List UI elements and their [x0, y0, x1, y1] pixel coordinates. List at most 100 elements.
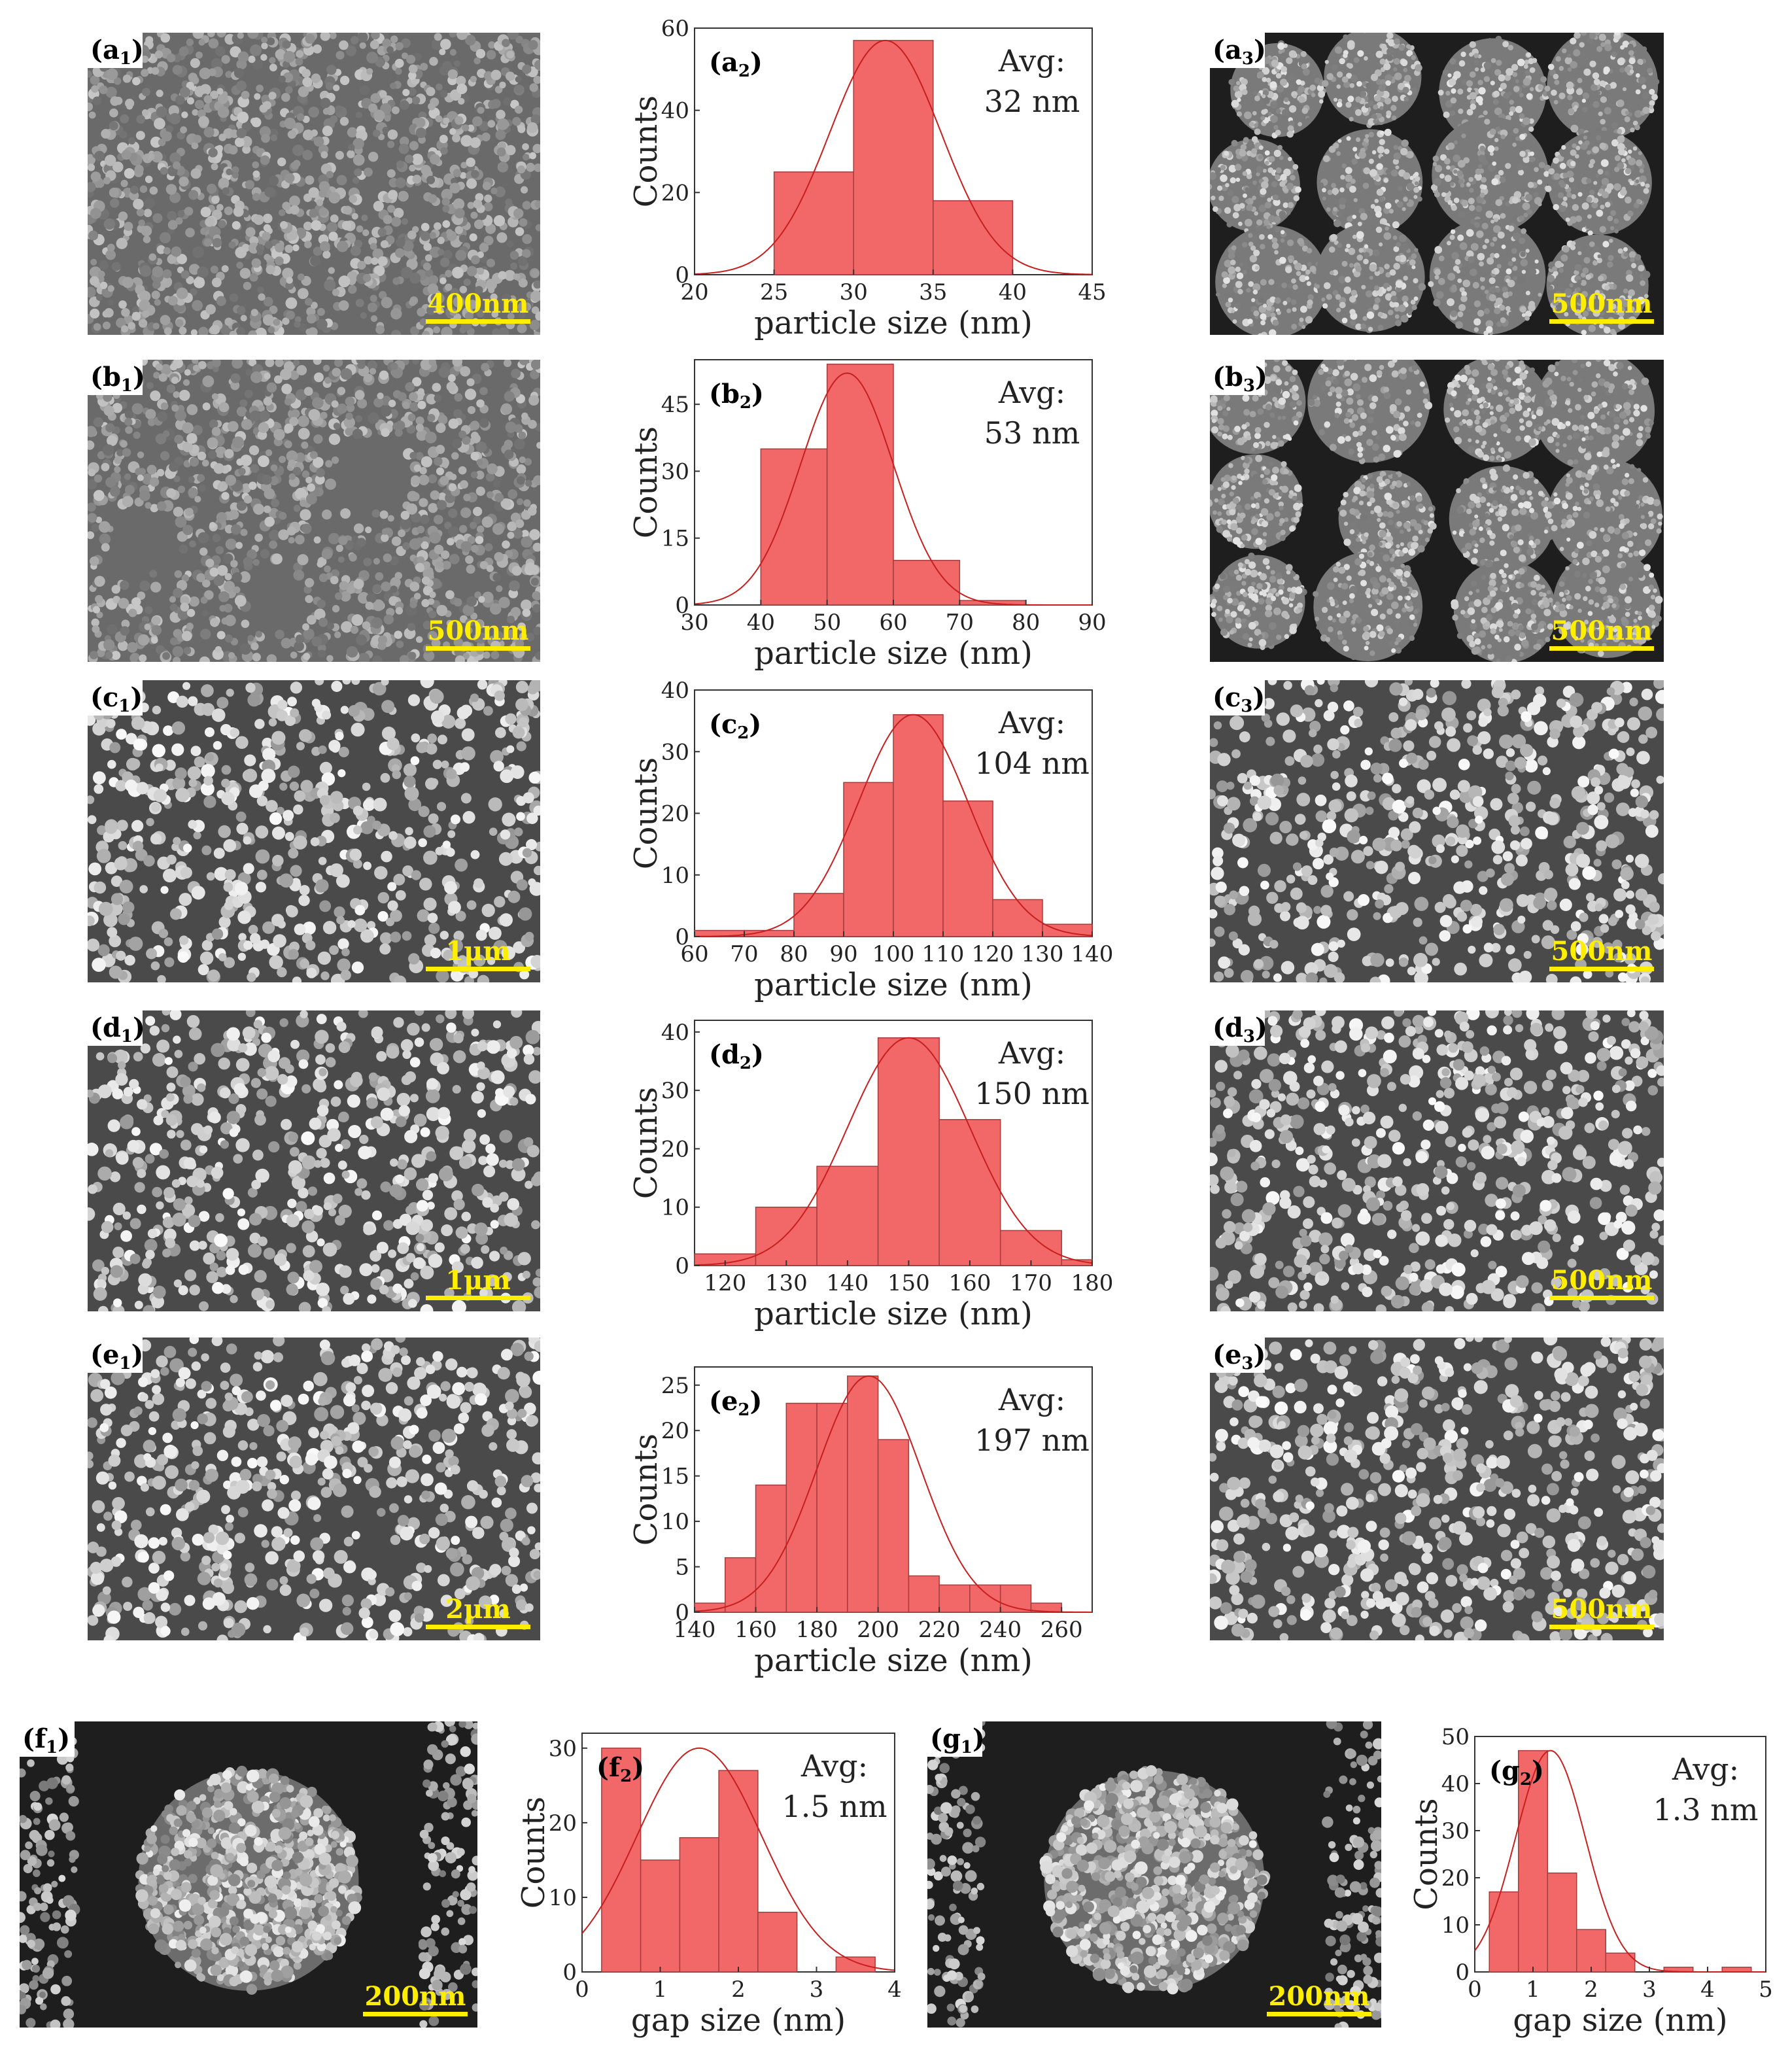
bars — [1489, 1750, 1752, 1973]
y-tick-label: 20 — [549, 1810, 577, 1837]
scale-bar-label: 500nm — [1551, 288, 1653, 319]
histogram-bar — [1042, 924, 1093, 937]
avg-label: Avg: — [1672, 1752, 1739, 1787]
panel-subscript: 2 — [740, 393, 751, 413]
bars — [694, 1037, 1093, 1266]
panel-label: (b1) — [88, 360, 145, 396]
histogram-bar — [877, 1439, 910, 1613]
panel-letter: a — [721, 47, 738, 78]
x-tick-label: 45 — [1078, 279, 1106, 305]
panel-label-text: (b2) — [709, 379, 764, 413]
panel-label-background — [20, 1721, 75, 1757]
sem-panel-b1: (b1) 500nm — [88, 360, 540, 662]
histogram-bar — [908, 1575, 940, 1613]
sem-micrograph-icon — [20, 1721, 477, 2028]
gaussian-fit-curve — [695, 714, 1093, 937]
histogram-bar — [999, 1230, 1062, 1266]
x-tick-label: 220 — [918, 1617, 961, 1643]
histogram-bar — [725, 1557, 757, 1613]
panel-subscript: 1 — [118, 697, 130, 716]
y-tick-label: 0 — [562, 1960, 577, 1986]
avg-value: 197 nm — [974, 1423, 1090, 1458]
histogram-bar — [938, 1584, 971, 1613]
panel-label: (c1) — [88, 680, 143, 716]
panel-subscript: 2 — [738, 61, 750, 81]
panel-letter: c — [721, 709, 737, 740]
histogram-bar — [640, 1859, 681, 1973]
histogram-bar — [893, 714, 944, 937]
scale-bar — [1549, 319, 1654, 324]
x-tick-label: 180 — [796, 1617, 838, 1643]
y-tick-label: 20 — [661, 1418, 689, 1444]
avg-label: Avg: — [998, 1035, 1065, 1071]
bars — [773, 40, 1014, 275]
scale-bar — [1549, 967, 1654, 971]
x-tick-label: 80 — [1012, 610, 1040, 636]
histogram-bar — [938, 1119, 1001, 1266]
scale-bar — [1549, 646, 1654, 651]
panel-letter: a — [103, 35, 120, 65]
histogram-bar — [893, 560, 961, 606]
histogram-bar — [843, 782, 894, 937]
histogram-chart-d2: 120 130 140 150 160 170 180 0 10 20 30 40 particle s… — [628, 1020, 1113, 1332]
x-tick-label: 260 — [1041, 1617, 1083, 1643]
x-tick-label: 4 — [1700, 1977, 1715, 2003]
sem-micrograph-icon — [1210, 680, 1664, 982]
histogram-bar — [793, 893, 844, 937]
histogram-bar — [760, 448, 828, 606]
panel-letter: b — [1225, 362, 1243, 392]
gaussian-fit-curve — [581, 1747, 895, 1971]
panel-label: (d3) — [1210, 1010, 1267, 1046]
sem-panel-c3: (c3) 500nm — [1210, 680, 1664, 982]
histogram-bar — [1605, 1952, 1636, 1973]
scale-bar-label: 1μm — [445, 1265, 510, 1296]
scale-bar — [426, 1625, 530, 1629]
histogram-bar — [847, 1375, 879, 1613]
y-tick-label: 30 — [661, 458, 689, 485]
scale-bar-label: 200nm — [365, 1981, 466, 2012]
panel-label: (f1) — [20, 1721, 75, 1757]
y-axis-label: Counts — [628, 1087, 664, 1199]
bars — [601, 1748, 876, 1973]
panel-label: (a3) — [1210, 33, 1266, 69]
panel-label: (c3) — [1210, 680, 1265, 716]
scale-bar-label: 2μm — [445, 1594, 510, 1625]
x-tick-label: 40 — [747, 610, 775, 636]
y-tick-label: 30 — [549, 1736, 577, 1762]
scale-bar-label: 200nm — [1269, 1981, 1370, 2012]
y-axis-label: Counts — [1408, 1798, 1445, 1910]
panel-label-background — [1210, 680, 1265, 716]
y-tick-label: 0 — [675, 1600, 689, 1626]
histogram-bar — [601, 1748, 642, 1973]
panel-subscript: 3 — [1243, 1027, 1255, 1046]
y-tick-label: 20 — [661, 801, 689, 827]
histogram-bar — [835, 1956, 876, 1973]
panel-label-text: (e1) — [90, 1339, 143, 1373]
panel-letter: e — [1225, 1339, 1241, 1370]
x-tick-label: 120 — [972, 941, 1014, 967]
panel-label-text: (a3) — [1213, 35, 1266, 69]
histogram-bar — [679, 1837, 719, 1973]
sem-micrograph-icon — [1210, 33, 1660, 335]
sem-panel-c1: (c1) 1μm — [88, 680, 540, 982]
sem-panel-g1: (g1) 200nm — [927, 1721, 1381, 2028]
scale-bar — [426, 319, 530, 324]
panel-label-text: (g2) — [1489, 1755, 1544, 1789]
gaussian-fit-curve — [1474, 1750, 1766, 1973]
panel-label-text: (e2) — [709, 1386, 762, 1420]
sem-panel-e1: (e1) 2μm — [88, 1338, 540, 1640]
panel-subscript: 1 — [121, 376, 133, 396]
panel-label-text: (e3) — [1213, 1339, 1265, 1373]
panel-subscript: 1 — [119, 1354, 131, 1373]
y-tick-label: 30 — [661, 1078, 689, 1104]
panel-letter: a — [1225, 35, 1242, 65]
avg-value: 150 nm — [974, 1076, 1090, 1111]
panel-subscript: 2 — [738, 1400, 749, 1420]
y-axis-label: Counts — [628, 95, 664, 207]
histogram-bar — [785, 1402, 818, 1613]
scale-bar-label: 500nm — [1551, 1265, 1653, 1296]
x-tick-label: 80 — [780, 941, 808, 967]
x-tick-label: 70 — [730, 941, 758, 967]
panel-label-text: (c1) — [90, 682, 143, 716]
